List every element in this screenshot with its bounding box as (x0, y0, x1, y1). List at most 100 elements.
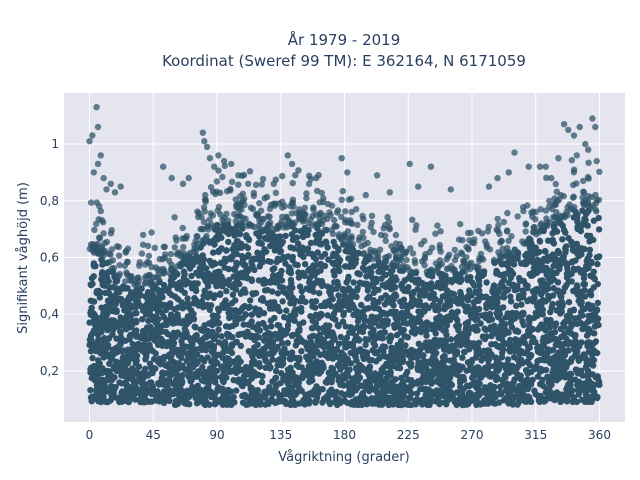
data-point (432, 230, 439, 237)
data-point (112, 384, 119, 391)
data-point (461, 348, 468, 356)
data-point (195, 368, 202, 375)
data-point (261, 337, 268, 344)
data-point (219, 342, 227, 349)
data-point (299, 244, 306, 251)
data-point (483, 293, 490, 300)
data-point (184, 295, 191, 302)
data-point (164, 384, 171, 391)
data-point (91, 368, 98, 375)
data-point (550, 239, 557, 246)
data-point (512, 327, 519, 335)
data-point (292, 306, 299, 313)
data-point (520, 240, 528, 247)
data-point (208, 392, 215, 400)
data-point (569, 387, 576, 394)
data-point (181, 235, 188, 242)
outlier-point (185, 174, 192, 182)
data-point (331, 216, 338, 224)
data-point (298, 308, 305, 315)
data-point (408, 319, 415, 326)
outlier-point (100, 174, 107, 182)
outlier-point (93, 104, 100, 111)
data-point (270, 225, 277, 233)
data-point (476, 257, 483, 264)
data-point (271, 332, 279, 339)
data-point (423, 268, 431, 275)
data-point (224, 345, 232, 353)
data-point (431, 344, 438, 352)
data-point (139, 303, 146, 310)
data-point (425, 400, 433, 407)
data-point (163, 321, 170, 329)
data-point (435, 306, 443, 313)
data-point (144, 371, 152, 378)
data-point (296, 283, 304, 290)
data-point (345, 383, 353, 390)
data-point (189, 340, 196, 348)
data-point (370, 283, 377, 291)
outlier-point (211, 163, 218, 170)
outlier-point (555, 155, 562, 162)
data-point (231, 266, 239, 274)
data-point (490, 282, 498, 289)
data-point (379, 383, 386, 391)
data-point (146, 379, 154, 386)
data-point (308, 298, 316, 305)
data-point (87, 297, 95, 304)
data-point (100, 280, 107, 287)
data-point (393, 255, 400, 262)
data-point (131, 329, 138, 336)
data-point (495, 294, 502, 302)
data-point (454, 277, 461, 284)
data-point (246, 168, 254, 175)
data-point (287, 203, 294, 210)
data-point (131, 310, 139, 317)
data-point (592, 200, 600, 207)
data-point (91, 226, 98, 234)
data-point (335, 292, 342, 299)
data-point (397, 344, 404, 351)
data-point (492, 363, 499, 370)
data-point (215, 305, 222, 312)
data-point (330, 238, 337, 246)
data-point (108, 354, 116, 361)
data-point (432, 260, 440, 267)
data-point (449, 267, 456, 274)
data-point (554, 279, 562, 286)
data-point (151, 389, 159, 396)
data-point (564, 396, 571, 404)
data-point (409, 250, 417, 257)
data-point (505, 279, 513, 287)
data-point (448, 342, 455, 350)
outlier-point (94, 160, 102, 168)
data-point (590, 217, 598, 224)
data-point (375, 286, 382, 294)
data-point (284, 366, 292, 373)
data-point (168, 265, 175, 272)
data-point (234, 378, 242, 385)
data-point (313, 394, 321, 402)
data-point (331, 223, 338, 230)
data-point (295, 400, 303, 407)
data-point (274, 290, 282, 297)
data-point (524, 202, 531, 209)
data-point (168, 371, 176, 378)
data-point (227, 225, 234, 232)
data-point (333, 209, 341, 216)
data-point (340, 285, 347, 293)
data-point (123, 326, 130, 333)
data-point (172, 293, 179, 300)
data-point (424, 347, 431, 354)
data-point (481, 325, 488, 332)
data-point (245, 235, 252, 242)
data-point (588, 259, 595, 267)
data-point (546, 197, 553, 205)
data-point (171, 387, 179, 394)
data-point (514, 213, 521, 220)
data-point (485, 356, 493, 363)
data-point (100, 252, 107, 259)
data-point (110, 318, 117, 326)
data-point (124, 258, 131, 265)
data-point (357, 346, 364, 353)
